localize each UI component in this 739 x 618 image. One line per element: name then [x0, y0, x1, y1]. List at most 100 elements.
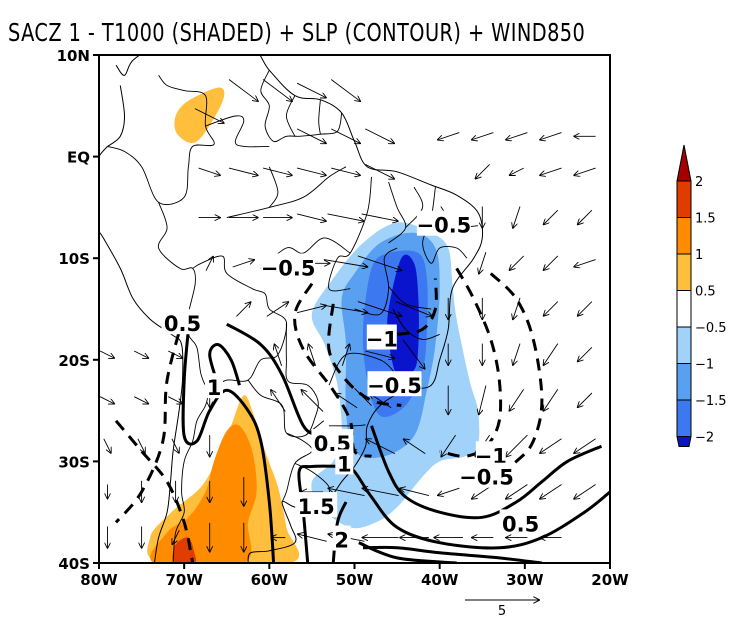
wind-arrow: [543, 389, 559, 411]
wind-arrow: [198, 167, 221, 175]
wind-arrow: [236, 302, 251, 317]
wind-arrow: [327, 213, 365, 221]
wind-arrow: [274, 344, 283, 366]
slp-contour-neg1: [396, 278, 438, 336]
border-18: [392, 308, 440, 340]
wind-arrow: [539, 438, 562, 454]
wind-arrow: [513, 297, 521, 320]
wind-arrow: [505, 484, 528, 500]
border-5: [157, 202, 288, 389]
colorbar-bottom-arrow: [676, 436, 692, 447]
wind-arrow: [509, 389, 525, 411]
slp-contour-2: [362, 545, 543, 563]
border-0: [107, 75, 215, 205]
contour-label-bg: [161, 309, 204, 335]
contour-label-bg: [499, 509, 542, 535]
wind-arrow: [137, 438, 145, 454]
coastline-3: [107, 85, 126, 147]
colorbar-label: −1.5: [695, 394, 727, 409]
wind-arrow: [228, 79, 259, 102]
colorbar-segment: [676, 399, 692, 437]
contour-label: 1: [207, 376, 222, 400]
wind-arrow: [543, 343, 559, 366]
slp-contour-1: [208, 343, 241, 386]
wind-arrow: [403, 439, 426, 454]
colorbar-segment: [676, 253, 692, 291]
border-25: [268, 166, 279, 208]
wind-arrow: [296, 128, 327, 144]
y-tick-label: EQ: [67, 149, 90, 167]
slp-contour-neg0p5: [293, 282, 372, 458]
wind-arrow: [357, 255, 402, 271]
wind-arrow: [577, 209, 593, 225]
border-12: [328, 176, 372, 292]
wind-arrow: [573, 167, 596, 175]
contour-label: −0.5: [261, 256, 316, 280]
contour-label: −0.5: [417, 214, 472, 238]
colorbar-label: 2: [695, 175, 703, 190]
border-6: [172, 388, 211, 563]
x-axis: 80W 70W 60W 50W 40W 30W 20W: [80, 563, 629, 589]
contour-label-bg: [261, 253, 316, 279]
contour-label: 2: [334, 529, 349, 553]
wind-arrow: [133, 396, 149, 404]
x-tick-label: 50W: [336, 571, 374, 589]
x-tick-label: 30W: [506, 571, 544, 589]
slp-contour-1p5: [297, 464, 347, 563]
colorbar-segment: [676, 326, 692, 364]
colorbar-label: −2: [695, 431, 714, 446]
y-tick-label: 20S: [58, 352, 90, 370]
wind-arrow: [331, 167, 361, 175]
contour-label-bg: [475, 441, 506, 467]
contour-label-bg: [295, 492, 338, 518]
wind-arrow: [262, 79, 293, 102]
shaded-region-warm-anomaly-north: [174, 87, 225, 144]
colorbar-label: 1.5: [695, 212, 716, 227]
border-22: [405, 186, 424, 228]
wind-arrow: [539, 132, 562, 140]
wind-arrow: [167, 350, 183, 358]
wind-arrow: [402, 339, 425, 370]
contour-label-bg: [332, 525, 351, 551]
wind-arrow: [271, 389, 286, 412]
colorbar-label: −1: [695, 358, 714, 373]
wind-arrow: [296, 305, 327, 314]
wind-arrow: [172, 529, 180, 545]
wind-arrow: [232, 260, 255, 268]
wind-arrow: [266, 302, 289, 317]
wind-arrow: [573, 259, 596, 267]
border-11: [354, 247, 398, 316]
colorbar-segment: [676, 363, 692, 401]
y-axis: 10N EQ 10S 20S 30S 40S: [57, 47, 99, 573]
y-tick-label: 10N: [57, 47, 90, 65]
slp-contour-neg0p5: [439, 267, 503, 458]
wind-arrow: [543, 255, 559, 271]
wind-arrow: [361, 213, 399, 221]
wind-arrow: [330, 79, 361, 102]
contour-label: 0.5: [502, 512, 539, 536]
wind-arrow: [539, 167, 562, 175]
wind-arrow: [471, 132, 494, 140]
wind-arrow: [194, 108, 225, 124]
wind-arrow: [577, 346, 593, 362]
contour-label: 1: [337, 452, 352, 476]
border-3: [318, 99, 321, 135]
wind-arrow: [577, 301, 593, 317]
wind-arrow: [505, 132, 528, 140]
contour-label: −0.5: [459, 466, 514, 490]
wind-arrow: [573, 484, 596, 500]
colorbar: 2 1.5 1 0.5 −0.5 −1 −1.5 −2: [676, 144, 727, 447]
wind-arrow: [357, 301, 402, 317]
contour-label-bg: [205, 373, 223, 399]
wind-arrow: [323, 259, 368, 267]
wind-arrow: [365, 163, 395, 179]
slp-contour-neg0p5: [114, 419, 195, 563]
border-24: [226, 166, 347, 219]
contour-label: 0.5: [164, 312, 201, 336]
wind-arrow: [296, 213, 327, 221]
y-tick-label: 40S: [58, 555, 90, 573]
slp-contour-neg0p5: [114, 313, 186, 524]
wind-arrow: [262, 167, 293, 175]
wind-arrow: [475, 164, 490, 179]
